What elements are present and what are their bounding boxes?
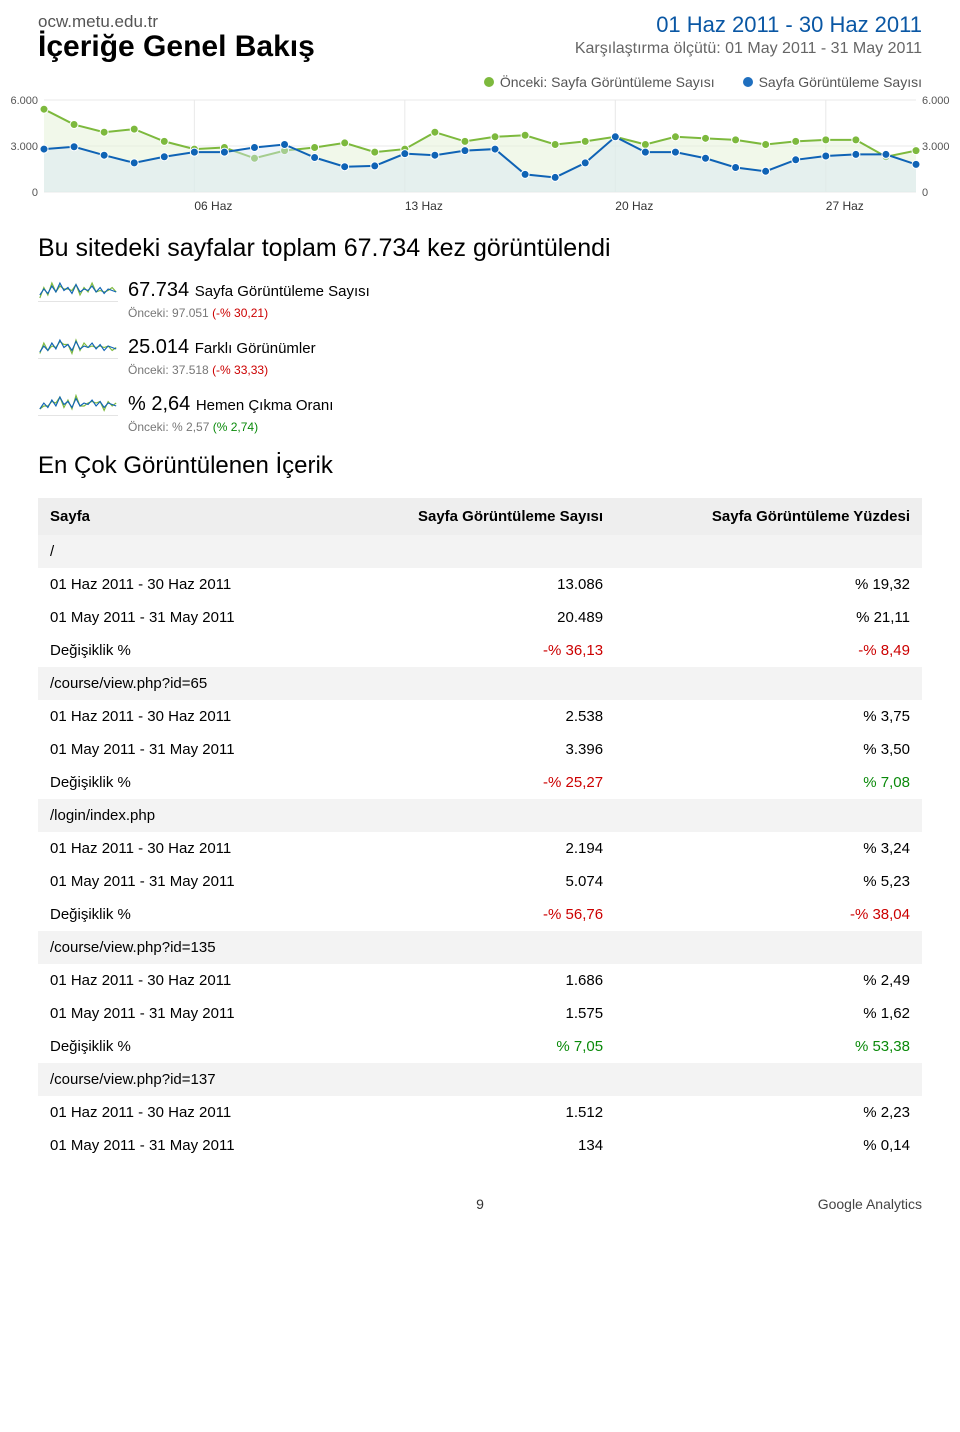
svg-text:3.000: 3.000 — [10, 141, 38, 153]
sparkline-icon — [38, 394, 118, 416]
svg-text:3.000: 3.000 — [922, 141, 950, 153]
views-change-cell: -% 56,76 — [326, 898, 615, 931]
views-cell: 3.396 — [326, 733, 615, 766]
metric-previous: Önceki: 37.518 (-% 33,33) — [128, 363, 922, 377]
metric-row: 25.014 Farklı Görünümler — [38, 334, 922, 359]
legend-dot-prev — [484, 77, 494, 87]
sparkline-icon — [38, 280, 118, 302]
svg-text:06 Haz: 06 Haz — [194, 199, 232, 213]
date-range: 01 Haz 2011 - 30 Haz 2011 — [575, 12, 922, 38]
legend-dot-curr — [743, 77, 753, 87]
views-cell: 5.074 — [326, 865, 615, 898]
svg-text:6.000: 6.000 — [922, 95, 950, 107]
page-path-cell: / — [38, 535, 922, 568]
pct-change-cell: -% 8,49 — [615, 634, 922, 667]
views-cell: 20.489 — [326, 601, 615, 634]
pct-cell: % 1,62 — [615, 997, 922, 1030]
views-cell: 13.086 — [326, 568, 615, 601]
period-label: 01 May 2011 - 31 May 2011 — [38, 1129, 326, 1162]
views-cell: 1.512 — [326, 1096, 615, 1129]
views-cell: 134 — [326, 1129, 615, 1162]
svg-text:13 Haz: 13 Haz — [405, 199, 443, 213]
comparison-metric: Karşılaştırma ölçütü: 01 May 2011 - 31 M… — [575, 40, 922, 58]
col-views: Sayfa Görüntüleme Sayısı — [326, 498, 615, 535]
period-label: 01 Haz 2011 - 30 Haz 2011 — [38, 832, 326, 865]
pct-cell: % 5,23 — [615, 865, 922, 898]
col-pct: Sayfa Görüntüleme Yüzdesi — [615, 498, 922, 535]
svg-text:20 Haz: 20 Haz — [615, 199, 653, 213]
summary-title: Bu sitedeki sayfalar toplam 67.734 kez g… — [38, 234, 922, 263]
views-change-cell: % 7,05 — [326, 1030, 615, 1063]
period-label: 01 Haz 2011 - 30 Haz 2011 — [38, 1096, 326, 1129]
top-content-title: En Çok Görüntülenen İçerik — [38, 452, 922, 480]
pct-cell: % 3,24 — [615, 832, 922, 865]
pct-cell: % 3,75 — [615, 700, 922, 733]
metric-row: % 2,64 Hemen Çıkma Oranı — [38, 391, 922, 416]
change-label: Değişiklik % — [38, 634, 326, 667]
report-header: ocw.metu.edu.tr İçeriğe Genel Bakış 01 H… — [38, 12, 922, 64]
views-change-cell: -% 25,27 — [326, 766, 615, 799]
page-path-cell: /course/view.php?id=137 — [38, 1063, 922, 1096]
pct-change-cell: % 7,08 — [615, 766, 922, 799]
page-path-cell: /course/view.php?id=65 — [38, 667, 922, 700]
pct-change-cell: % 53,38 — [615, 1030, 922, 1063]
page-path-cell: /course/view.php?id=135 — [38, 931, 922, 964]
views-cell: 2.194 — [326, 832, 615, 865]
pageviews-line-chart: 0 0 3.000 3.000 6.000 6.000 06 Haz 13 Haz 20 Haz… — [2, 94, 958, 216]
period-label: 01 Haz 2011 - 30 Haz 2011 — [38, 700, 326, 733]
svg-text:6.000: 6.000 — [10, 95, 38, 107]
period-label: 01 May 2011 - 31 May 2011 — [38, 601, 326, 634]
pct-change-cell: -% 38,04 — [615, 898, 922, 931]
change-label: Değişiklik % — [38, 1030, 326, 1063]
period-label: 01 May 2011 - 31 May 2011 — [38, 865, 326, 898]
pct-cell: % 21,11 — [615, 601, 922, 634]
page-title: İçeriğe Genel Bakış — [38, 30, 315, 64]
site-url: ocw.metu.edu.tr — [38, 12, 315, 32]
svg-text:0: 0 — [922, 187, 928, 199]
svg-text:0: 0 — [32, 187, 38, 199]
metric-value: 25.014 Farklı Görünümler — [128, 336, 316, 359]
metric-value: % 2,64 Hemen Çıkma Oranı — [128, 393, 333, 416]
metric-row: 67.734 Sayfa Görüntüleme Sayısı — [38, 277, 922, 302]
page-number: 9 — [0, 1196, 960, 1212]
page-footer: 9 Google Analytics — [38, 1196, 922, 1212]
period-label: 01 May 2011 - 31 May 2011 — [38, 997, 326, 1030]
pct-cell: % 0,14 — [615, 1129, 922, 1162]
views-cell: 1.575 — [326, 997, 615, 1030]
svg-text:27 Haz: 27 Haz — [826, 199, 864, 213]
page-path-cell: /login/index.php — [38, 799, 922, 832]
top-content-table: Sayfa Sayfa Görüntüleme Sayısı Sayfa Gör… — [38, 498, 922, 1162]
pct-cell: % 2,49 — [615, 964, 922, 997]
period-label: 01 Haz 2011 - 30 Haz 2011 — [38, 964, 326, 997]
change-label: Değişiklik % — [38, 766, 326, 799]
pct-cell: % 3,50 — [615, 733, 922, 766]
legend-label-prev: Önceki: Sayfa Görüntüleme Sayısı — [500, 74, 715, 90]
pct-cell: % 19,32 — [615, 568, 922, 601]
metric-value: 67.734 Sayfa Görüntüleme Sayısı — [128, 279, 370, 302]
metric-previous: Önceki: 97.051 (-% 30,21) — [128, 306, 922, 320]
legend-label-curr: Sayfa Görüntüleme Sayısı — [759, 74, 922, 90]
col-page: Sayfa — [38, 498, 326, 535]
views-cell: 2.538 — [326, 700, 615, 733]
chart-legend: Önceki: Sayfa Görüntüleme Sayısı Sayfa G… — [38, 74, 922, 90]
metric-previous: Önceki: % 2,57 (% 2,74) — [128, 420, 922, 434]
sparkline-icon — [38, 337, 118, 359]
period-label: 01 Haz 2011 - 30 Haz 2011 — [38, 568, 326, 601]
change-label: Değişiklik % — [38, 898, 326, 931]
pct-cell: % 2,23 — [615, 1096, 922, 1129]
period-label: 01 May 2011 - 31 May 2011 — [38, 733, 326, 766]
views-cell: 1.686 — [326, 964, 615, 997]
views-change-cell: -% 36,13 — [326, 634, 615, 667]
